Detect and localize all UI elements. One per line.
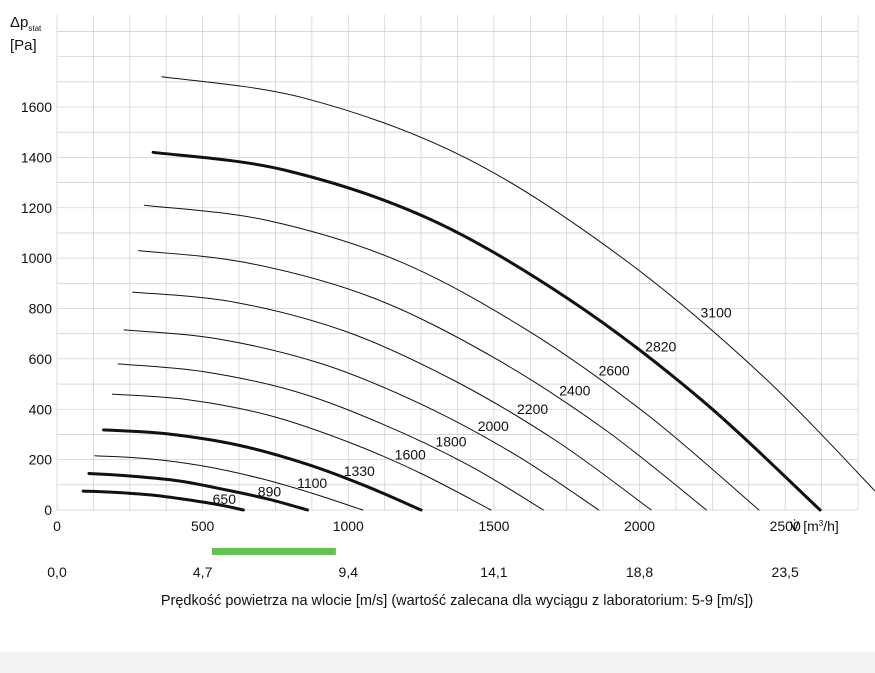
grid [56,15,859,511]
y-axis-label: Δpstat [10,14,42,33]
curve-label-3100: 3100 [701,304,732,320]
x-tick-label: 2000 [624,518,655,534]
y-tick-labels: 0 200 400 600 800 1000 1200 1400 1600 [21,99,52,518]
curve-label-1600: 1600 [395,447,426,463]
curve-1330 [102,428,423,512]
y-tick-label: 400 [29,401,53,417]
curve-label-1330: 1330 [344,463,375,479]
curve-label-2400: 2400 [559,383,590,399]
curve-2400 [138,250,707,511]
velocity-tick-labels: 0,04,79,414,118,823,528,2 [47,564,799,580]
x-axis-label: V̇ [m3/h] [790,518,839,534]
curve-label-890: 890 [258,484,282,500]
curves [81,76,875,512]
curve-2820 [151,150,822,512]
y-tick-label: 200 [29,452,53,468]
curve-890 [87,472,309,512]
x-tick-label: 1000 [333,518,364,534]
curve-1800 [117,363,544,511]
velocity-tick-label: 0,0 [47,564,67,580]
curve-label-2600: 2600 [599,362,630,378]
curve-label-2000: 2000 [478,418,509,434]
y-tick-label: 1400 [21,149,52,165]
curve-3100 [161,76,875,492]
curve-650 [81,489,245,512]
y-tick-label: 1600 [21,99,52,115]
x-tick-label: 2500 [770,518,801,534]
curve-1600 [111,393,492,511]
x-tick-label: 500 [191,518,215,534]
y-tick-label: 0 [44,502,52,518]
recommended-velocity-bar [211,548,336,555]
x-tick-label: 1500 [478,518,509,534]
velocity-axis-label: Prędkość powietrza na wlocie [m/s] (wart… [161,593,753,609]
y-tick-label: 600 [29,351,53,367]
velocity-tick-label: 9,4 [339,564,359,580]
curve-1100 [94,455,364,511]
curve-2200 [132,291,652,511]
velocity-tick-label: 23,5 [772,564,799,580]
curve-labels: 650 890 1100 1330 1600 1800 2000 2200 2400 2600 28… [213,304,732,507]
footer-band [0,652,875,673]
x-tick-label: 0 [53,518,61,534]
velocity-tick-label: 4,7 [193,564,213,580]
x-tick-labels: 0 500 1000 1500 2000 2500 [53,518,801,534]
curve-label-1100: 1100 [297,475,327,491]
curve-label-2200: 2200 [517,401,548,417]
velocity-tick-label: 18,8 [626,564,653,580]
velocity-tick-label: 14,1 [480,564,507,580]
y-tick-label: 1200 [21,200,52,216]
curve-2000 [123,329,600,511]
y-tick-label: 800 [29,301,53,317]
curve-2600 [143,204,760,511]
y-axis-unit: [Pa] [10,37,37,54]
curve-label-2820: 2820 [645,338,676,354]
y-tick-label: 1000 [21,250,52,266]
curve-label-650: 650 [213,491,237,507]
curve-label-1800: 1800 [435,434,466,450]
